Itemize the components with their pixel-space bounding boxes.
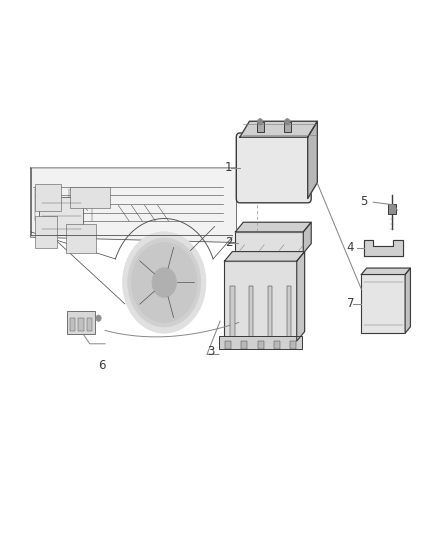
Bar (290, 341, 296, 349)
Text: 2: 2 (225, 236, 232, 249)
Bar (39, 197, 83, 235)
Circle shape (258, 118, 263, 125)
Bar (241, 341, 247, 349)
Polygon shape (236, 222, 311, 232)
Bar (70, 318, 75, 331)
Bar (35, 184, 61, 211)
Circle shape (127, 238, 201, 327)
Bar (70, 187, 110, 208)
Bar (78, 318, 84, 331)
FancyBboxPatch shape (361, 274, 405, 333)
Bar (284, 122, 291, 132)
Circle shape (152, 268, 177, 297)
Polygon shape (364, 240, 403, 256)
Polygon shape (361, 268, 410, 274)
Bar (230, 287, 234, 338)
Polygon shape (224, 252, 305, 261)
Polygon shape (405, 268, 410, 333)
Polygon shape (31, 168, 237, 243)
Bar (66, 224, 96, 253)
Bar (257, 122, 264, 132)
Text: 3: 3 (207, 345, 215, 358)
Bar (219, 336, 302, 349)
FancyBboxPatch shape (236, 232, 303, 253)
Polygon shape (303, 222, 311, 253)
Bar (286, 287, 291, 338)
Text: 6: 6 (98, 359, 106, 372)
FancyBboxPatch shape (224, 261, 297, 341)
Bar (258, 341, 264, 349)
Bar (225, 341, 231, 349)
Circle shape (96, 315, 101, 321)
Bar (35, 216, 57, 248)
Text: 7: 7 (347, 297, 355, 310)
Polygon shape (297, 252, 305, 341)
Bar (87, 318, 92, 331)
Bar (268, 287, 272, 338)
Circle shape (285, 118, 290, 125)
Circle shape (123, 232, 206, 333)
FancyBboxPatch shape (237, 133, 311, 203)
Text: 1: 1 (225, 161, 232, 174)
Text: 4: 4 (346, 241, 354, 254)
FancyBboxPatch shape (67, 311, 95, 334)
Bar (388, 204, 396, 214)
Circle shape (131, 243, 197, 322)
Text: 5: 5 (360, 195, 368, 208)
Polygon shape (240, 121, 317, 137)
Bar (274, 341, 280, 349)
Bar (249, 287, 253, 338)
Polygon shape (307, 121, 317, 198)
